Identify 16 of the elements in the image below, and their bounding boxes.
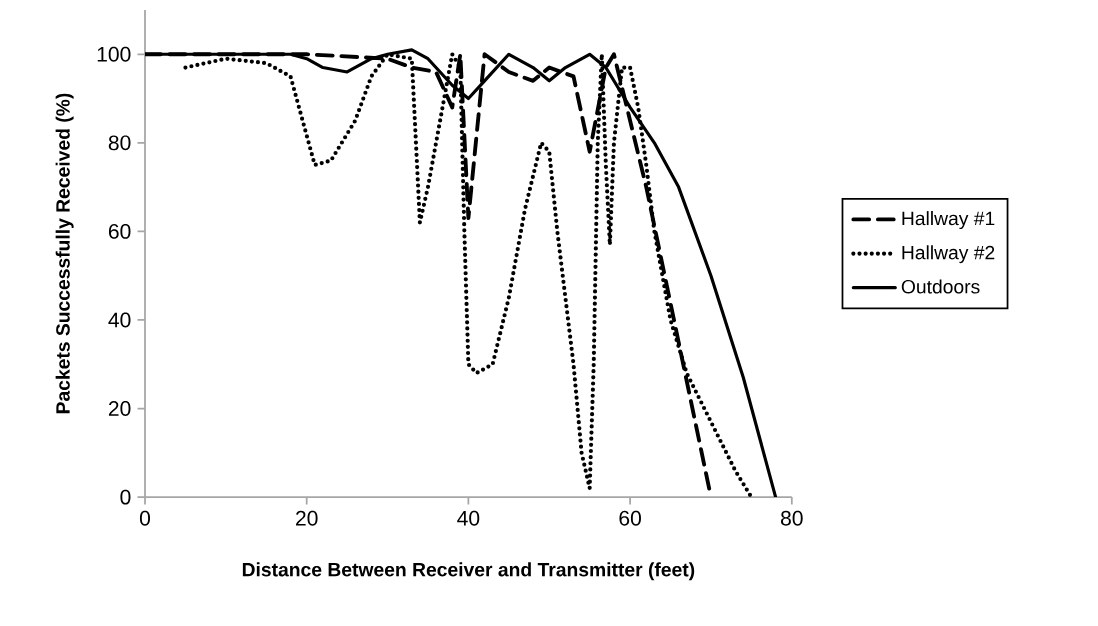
y-tick-label: 20: [108, 401, 131, 416]
x-tick-label: 80: [781, 510, 803, 526]
legend-label: Hallway #1: [902, 211, 995, 230]
x-tick-label: 40: [457, 510, 480, 526]
y-tick-label: 60: [108, 223, 131, 239]
legend-label: Outdoors: [901, 279, 980, 294]
y-tick-label: 100: [97, 46, 131, 62]
y-tick-label: 0: [120, 489, 131, 505]
x-tick-label: 20: [296, 510, 318, 526]
legend-label: Hallway #2: [902, 245, 995, 264]
y-tick-label: 40: [108, 312, 131, 328]
x-axis-title: Distance Between Receiver and Transmitter (feet): [242, 562, 695, 581]
y-axis-title: Packets Successfully Received (%): [55, 93, 74, 414]
x-tick-label: 0: [139, 510, 151, 526]
y-tick-label: 80: [108, 135, 131, 151]
x-tick-label: 60: [619, 510, 641, 526]
